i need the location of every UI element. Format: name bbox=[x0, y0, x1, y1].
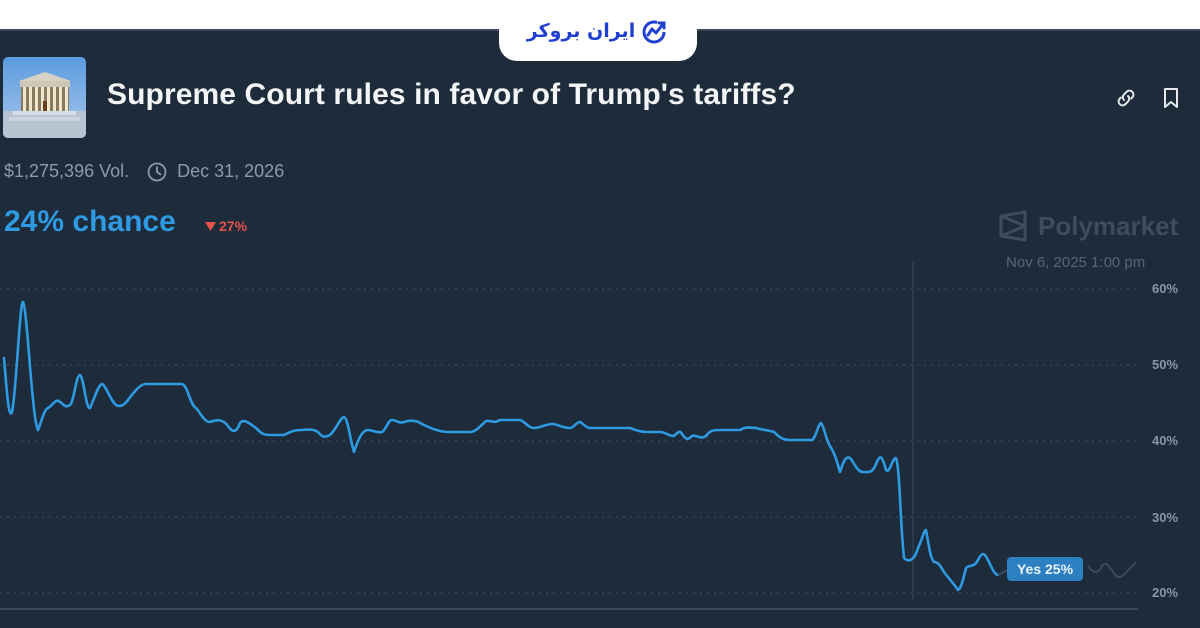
polymarket-watermark: Polymarket bbox=[998, 210, 1178, 242]
y-tick-50: 50% bbox=[1152, 357, 1179, 372]
hover-date: Nov 6, 2025 1:00 pm bbox=[1006, 254, 1146, 271]
volume: $1,275,396 Vol. bbox=[4, 161, 130, 181]
polymarket-label: Polymarket bbox=[1038, 210, 1179, 241]
link-icon[interactable] bbox=[1114, 86, 1138, 110]
chance-change: 27% bbox=[205, 218, 247, 234]
bookmark-icon[interactable] bbox=[1159, 86, 1183, 110]
brand-name: ایران بروکر bbox=[526, 19, 636, 42]
hover-tooltip: Yes 25% bbox=[1007, 557, 1083, 581]
supreme-court-image bbox=[3, 57, 86, 138]
market-title: Supreme Court rules in favor of Trump's … bbox=[107, 78, 796, 111]
trend-chart-icon bbox=[642, 20, 666, 43]
y-tick-30: 30% bbox=[1152, 510, 1179, 525]
clock-icon bbox=[147, 162, 167, 181]
y-tick-60: 60% bbox=[1152, 281, 1179, 296]
end-date: Dec 31, 2026 bbox=[177, 161, 285, 181]
down-triangle-icon bbox=[205, 222, 216, 231]
polymarket-logo-icon bbox=[999, 210, 1027, 242]
brand-logo: ایران بروکر bbox=[499, 0, 697, 61]
price-line bbox=[2, 300, 1000, 592]
market-thumbnail bbox=[3, 57, 86, 138]
chance-value: 24% chance bbox=[4, 205, 176, 238]
market-meta: $1,275,396 Vol. Dec 31, 2026 bbox=[4, 161, 284, 182]
y-tick-20: 20% bbox=[1152, 585, 1179, 600]
change-value: 27% bbox=[219, 218, 248, 234]
grid-lines bbox=[0, 288, 1140, 594]
y-tick-40: 40% bbox=[1152, 433, 1179, 448]
